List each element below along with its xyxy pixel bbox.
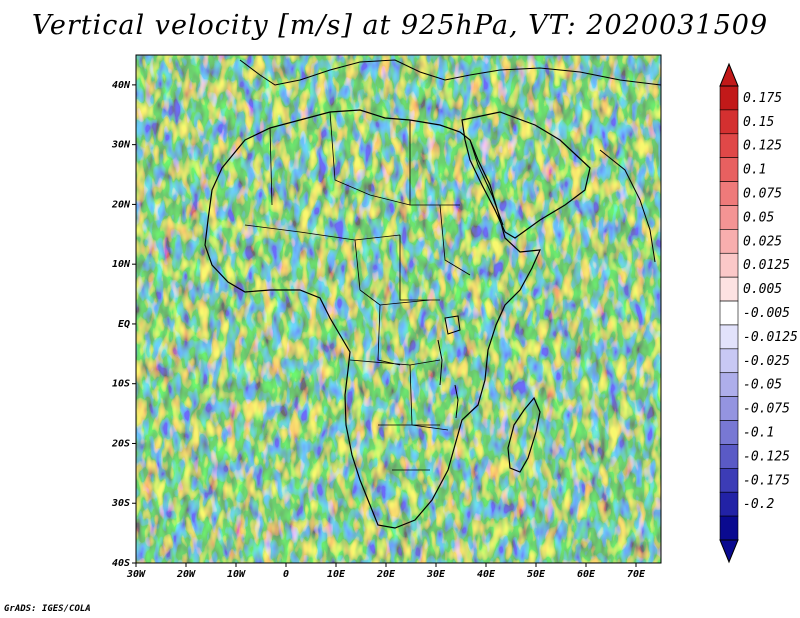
red-sea-line <box>469 139 504 226</box>
colorbar-swatch <box>719 348 739 374</box>
colorbar-label: -0.025 <box>743 354 790 369</box>
y-tick-label: 30N <box>111 140 131 151</box>
europe-coastline <box>239 59 661 86</box>
x-axis: 30W 20W 10W 0 10E 20E 30E 40E 50E 60E 70E <box>126 563 646 580</box>
y-tick-label: 20N <box>111 199 131 210</box>
x-tick-label: 50E <box>527 569 546 580</box>
credit-text: GrADS: IGES/COLA <box>4 604 91 614</box>
colorbar-label: -0.005 <box>743 306 790 321</box>
x-tick-label: 70E <box>627 569 646 580</box>
colorbar-label: -0.075 <box>743 402 790 417</box>
x-tick-label: 30W <box>126 569 146 580</box>
x-tick-label: 40E <box>477 569 496 580</box>
colorbar-swatch <box>719 420 739 445</box>
x-tick-label: 20E <box>376 569 396 580</box>
x-tick-label: 10E <box>327 569 346 580</box>
lake-malawi <box>454 384 459 419</box>
arabia-coastline <box>461 111 591 239</box>
map-title: Vertical velocity [m/s] at 925hPa, VT: 2… <box>31 10 769 41</box>
plot-frame <box>135 54 662 564</box>
colorbar-swatch <box>719 468 739 493</box>
colorbar-label: 0.125 <box>743 139 782 154</box>
colorbar-swatch <box>719 229 739 254</box>
madagascar-coastline <box>507 396 541 473</box>
colorbar-swatch <box>719 85 739 111</box>
colorbar-swatch <box>719 444 739 469</box>
x-tick-label: 30E <box>426 569 446 580</box>
x-tick-label: 60E <box>577 569 596 580</box>
y-tick-label: 10S <box>112 379 130 390</box>
colorbar-swatch <box>719 396 739 421</box>
colorbar-label: 0.15 <box>743 115 774 130</box>
velocity-field-texture <box>136 55 661 563</box>
y-axis: 40N 30N 20N 10N EQ 10S 20S 30S 40S <box>111 80 136 569</box>
colorbar-label: -0.05 <box>743 378 782 393</box>
x-tick-label: 20W <box>176 569 196 580</box>
colorbar-label: 0.075 <box>743 187 782 202</box>
y-tick-label: 40N <box>112 80 131 91</box>
colorbar-label: -0.125 <box>743 449 790 464</box>
colorbar-label: -0.1 <box>743 425 774 440</box>
y-tick-label: 10N <box>112 259 131 270</box>
colorbar-swatch <box>719 515 739 541</box>
colorbar-label: -0.2 <box>743 497 774 512</box>
x-tick-label: 10W <box>227 569 246 580</box>
colorbar-label: 0.005 <box>743 282 782 297</box>
colorbar-label: 0.1 <box>743 163 766 178</box>
india-coastline <box>599 149 656 263</box>
country-borders <box>244 111 471 471</box>
colorbar-label: 0.05 <box>743 210 774 225</box>
colorbar-label: -0.0125 <box>743 330 798 345</box>
colorbar-label: 0.025 <box>743 234 782 249</box>
y-tick-label: 40S <box>112 558 130 569</box>
colorbar-swatch <box>719 300 739 326</box>
colorbar-swatch <box>719 324 739 350</box>
colorbar-swatch <box>719 157 739 182</box>
x-tick-label: 0 <box>283 569 289 580</box>
colorbar-label: 0.175 <box>743 91 782 106</box>
colorbar-swatch <box>719 133 739 158</box>
colorbar-swatch <box>719 109 739 135</box>
lake-victoria <box>444 315 461 335</box>
colorbar-swatch <box>719 491 739 517</box>
africa-coastline <box>204 109 541 529</box>
y-tick-label: 30S <box>111 498 130 509</box>
colorbar-swatch <box>719 276 739 302</box>
colorbar-max-arrow <box>719 62 739 87</box>
y-tick-label: 20S <box>111 438 130 449</box>
colorbar: 0.175 0.15 0.125 0.1 0.075 0.05 0.025 0.0125 0.0… <box>719 62 798 564</box>
lake-tanganyika <box>437 339 443 386</box>
colorbar-label: 0.0125 <box>743 258 790 273</box>
colorbar-swatch <box>719 205 739 230</box>
colorbar-min-arrow <box>719 539 739 564</box>
colorbar-label: -0.175 <box>743 473 790 488</box>
colorbar-swatch <box>719 181 739 206</box>
y-tick-label: EQ <box>118 319 130 330</box>
colorbar-swatch <box>719 252 739 278</box>
colorbar-swatch <box>719 372 739 397</box>
